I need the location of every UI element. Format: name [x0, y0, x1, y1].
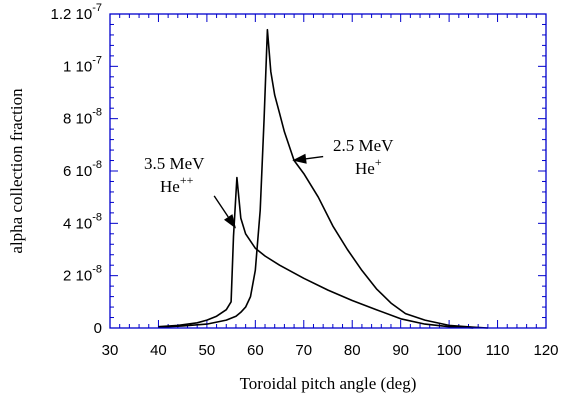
arrow-head-1: [292, 153, 307, 164]
x-axis-title: Toroidal pitch angle (deg): [240, 374, 417, 393]
y-tick-label: 4 10-8: [63, 211, 102, 232]
x-tick-label: 120: [533, 342, 558, 359]
x-tick-label: 50: [199, 342, 216, 359]
arrow-head-0: [224, 214, 236, 229]
x-tick-label: 80: [344, 342, 361, 359]
series-lines: [158, 28, 488, 329]
x-tick-label: 40: [150, 342, 167, 359]
x-tick-label: 60: [247, 342, 264, 359]
plot-frame: [109, 13, 547, 329]
series-label-1-line-0: 2.5 MeV: [333, 136, 394, 155]
y-tick-label: 0: [94, 320, 102, 337]
y-tick-labels: 0 2 10-8 4 10-8 6 10-8 8 10-8 1 10-7 1.2 10-7: [51, 2, 103, 337]
x-tick-label: 110: [486, 342, 510, 359]
series-line-1: [158, 28, 488, 329]
y-axis-title: alpha collection fraction: [7, 88, 26, 254]
series-label-1-line-1: He+: [355, 155, 382, 178]
x-tick-label: 30: [102, 342, 119, 359]
arrow-line-1: [305, 155, 324, 160]
y-tick-label: 1 10-7: [63, 54, 102, 75]
series-line-0: [158, 176, 474, 329]
y-tick-label: 1.2 10-7: [51, 2, 103, 23]
y-tick-label: 2 10-8: [63, 264, 102, 285]
y-tick-label: 6 10-8: [63, 159, 102, 180]
x-tick-label: 70: [295, 342, 312, 359]
series-label-0-line-0: 3.5 MeV: [144, 154, 205, 173]
x-tick-labels: 30 40 50 60 70 80 90 100 110 120: [102, 342, 559, 359]
arrow-line-0: [213, 195, 229, 218]
x-tick-label: 100: [437, 342, 462, 359]
series-label-0-line-1: He++: [160, 173, 194, 196]
x-tick-label: 90: [392, 342, 409, 359]
y-tick-label: 8 10-8: [63, 107, 102, 128]
